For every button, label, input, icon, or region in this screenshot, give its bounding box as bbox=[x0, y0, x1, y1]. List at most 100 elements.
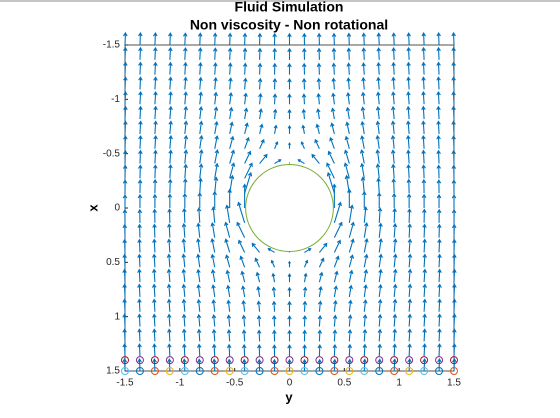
arrow bbox=[183, 134, 189, 149]
arrow bbox=[451, 149, 456, 164]
arrow bbox=[181, 283, 187, 297]
arrow bbox=[211, 284, 216, 297]
arrow bbox=[138, 135, 143, 149]
arrow bbox=[360, 106, 366, 120]
arrow bbox=[256, 329, 262, 342]
arrow bbox=[138, 31, 143, 46]
arrow bbox=[436, 164, 442, 179]
arrow bbox=[332, 314, 338, 327]
arrow bbox=[375, 163, 381, 179]
arrow bbox=[332, 343, 338, 357]
arrow bbox=[197, 192, 203, 208]
arrow bbox=[392, 328, 398, 342]
arrow bbox=[236, 221, 246, 238]
arrow bbox=[287, 300, 292, 312]
arrow bbox=[258, 92, 263, 105]
arrow bbox=[326, 162, 335, 179]
particle bbox=[285, 356, 294, 365]
arrow bbox=[229, 121, 234, 135]
arrow bbox=[287, 358, 292, 371]
arrow bbox=[138, 46, 143, 60]
arrow bbox=[270, 259, 276, 268]
arrow bbox=[360, 120, 365, 135]
arrow bbox=[271, 300, 277, 312]
arrow bbox=[229, 149, 236, 164]
arrow bbox=[137, 357, 142, 372]
arrow bbox=[392, 207, 397, 223]
arrow bbox=[421, 149, 426, 164]
arrow bbox=[166, 238, 172, 253]
arrow bbox=[406, 91, 411, 105]
arrow bbox=[138, 120, 143, 134]
arrow bbox=[137, 313, 142, 327]
arrow bbox=[137, 238, 142, 253]
arrow bbox=[348, 299, 353, 312]
arrow bbox=[137, 328, 142, 342]
arrow bbox=[314, 138, 320, 149]
arrow bbox=[227, 358, 232, 372]
arrow bbox=[422, 223, 427, 238]
arrow bbox=[362, 343, 368, 357]
arrow bbox=[347, 314, 353, 327]
arrow bbox=[333, 270, 339, 283]
arrow bbox=[392, 298, 398, 312]
arrow bbox=[137, 253, 142, 268]
arrow bbox=[123, 105, 128, 120]
arrow bbox=[166, 253, 172, 268]
arrow bbox=[183, 163, 188, 179]
arrow bbox=[138, 76, 143, 90]
arrow bbox=[228, 106, 234, 120]
arrow bbox=[212, 190, 218, 208]
arrow bbox=[272, 32, 277, 46]
arrow bbox=[137, 343, 142, 357]
arrow bbox=[422, 328, 427, 342]
arrow bbox=[391, 61, 396, 75]
arrow bbox=[167, 178, 173, 194]
particle bbox=[255, 367, 264, 375]
arrow bbox=[197, 358, 202, 372]
particle bbox=[210, 367, 219, 375]
arrow bbox=[167, 223, 172, 238]
particle bbox=[255, 356, 264, 365]
arrow bbox=[183, 46, 188, 60]
arrow bbox=[152, 313, 157, 327]
arrow bbox=[225, 269, 231, 283]
arrow bbox=[436, 208, 442, 223]
arrow bbox=[406, 105, 411, 120]
arrow bbox=[437, 313, 442, 327]
arrow bbox=[181, 328, 187, 342]
arrow bbox=[406, 120, 411, 134]
arrow bbox=[377, 358, 382, 372]
arrow bbox=[259, 138, 265, 149]
arrow bbox=[122, 223, 128, 238]
arrow bbox=[168, 105, 173, 120]
arrow bbox=[347, 188, 352, 208]
arrow bbox=[452, 313, 457, 327]
arrow bbox=[407, 223, 412, 238]
arrow bbox=[152, 208, 157, 223]
arrow bbox=[153, 32, 158, 46]
arrow bbox=[302, 315, 308, 327]
arrow bbox=[422, 208, 427, 223]
arrow bbox=[224, 254, 231, 268]
arrow bbox=[196, 298, 202, 312]
arrow bbox=[196, 253, 201, 268]
arrow bbox=[346, 62, 351, 75]
x-tick-label: -0.5 bbox=[226, 378, 244, 389]
arrow bbox=[360, 176, 366, 194]
arrow bbox=[259, 123, 264, 135]
arrow bbox=[229, 162, 236, 179]
arrow bbox=[346, 32, 352, 46]
arrow bbox=[437, 268, 442, 283]
arrow bbox=[377, 328, 383, 342]
arrow bbox=[391, 192, 397, 208]
arrow bbox=[167, 328, 172, 342]
arrow bbox=[348, 238, 355, 253]
arrow bbox=[198, 106, 204, 120]
arrow bbox=[211, 206, 216, 223]
arrow bbox=[153, 134, 158, 149]
arrow bbox=[198, 120, 204, 134]
arrow bbox=[137, 179, 143, 194]
arrow bbox=[210, 253, 216, 268]
particle bbox=[330, 356, 339, 365]
